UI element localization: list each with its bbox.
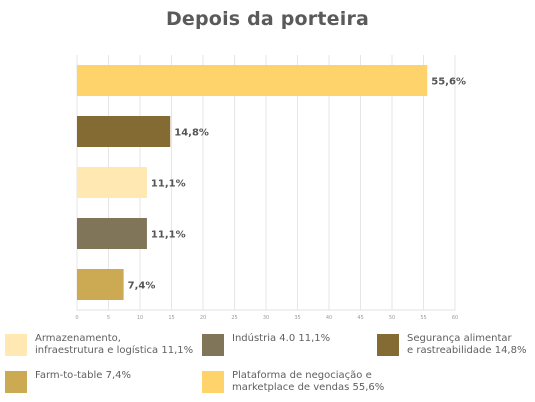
legend-swatch	[202, 371, 224, 393]
x-tick-label: 60	[452, 315, 458, 321]
legend-label: Farm-to-table 7,4%	[35, 370, 131, 381]
x-tick-label: 40	[326, 315, 332, 321]
legend-item: Indústria 4.0 11,1%	[202, 333, 330, 356]
data-label: 11,1%	[151, 230, 186, 241]
x-tick-label: 25	[231, 315, 237, 321]
bar	[77, 218, 147, 249]
data-label: 14,8%	[174, 128, 209, 139]
legend-swatch	[5, 371, 27, 393]
bar-chart: 0 5 10 15 20 25 30 35 40 45 50 55 60 55,6% 14,8% 11,1% 1…	[75, 55, 466, 321]
chart-title: Depois da porteira	[165, 8, 370, 30]
x-tick-label: 35	[294, 315, 300, 321]
x-tick-label: 30	[263, 315, 269, 321]
data-label: 55,6%	[431, 77, 466, 88]
legend-swatch	[5, 334, 27, 356]
legend-label: Plataforma de negociação e marketplace d…	[232, 370, 385, 393]
legend-item: Plataforma de negociação e marketplace d…	[202, 370, 384, 394]
x-tick-label: 55	[420, 315, 426, 321]
bar	[77, 167, 147, 198]
data-label: 11,1%	[151, 179, 186, 190]
x-tick-label: 0	[75, 315, 78, 321]
legend-item: Segurança alimentar e rastreabilidade 14…	[377, 333, 526, 357]
x-tick-label: 20	[200, 315, 206, 321]
legend-item: Farm-to-table 7,4%	[5, 370, 131, 393]
legend-swatch	[377, 334, 399, 356]
legend-swatch	[202, 334, 224, 356]
bar	[77, 269, 124, 300]
data-label: 7,4%	[128, 281, 156, 292]
x-tick-label: 50	[389, 315, 395, 321]
x-tick-label: 5	[107, 315, 110, 321]
legend-item: Armazenamento, infraestrutura e logístic…	[5, 333, 193, 357]
legend-label: Armazenamento, infraestrutura e logístic…	[35, 333, 194, 356]
x-tick-label: 45	[357, 315, 363, 321]
bar	[77, 65, 428, 96]
bar	[77, 116, 171, 147]
x-tick-label: 10	[137, 315, 143, 321]
legend-label: Indústria 4.0 11,1%	[232, 333, 331, 344]
legend-label: Segurança alimentar e rastreabilidade 14…	[407, 333, 527, 356]
x-tick-label: 15	[168, 315, 174, 321]
